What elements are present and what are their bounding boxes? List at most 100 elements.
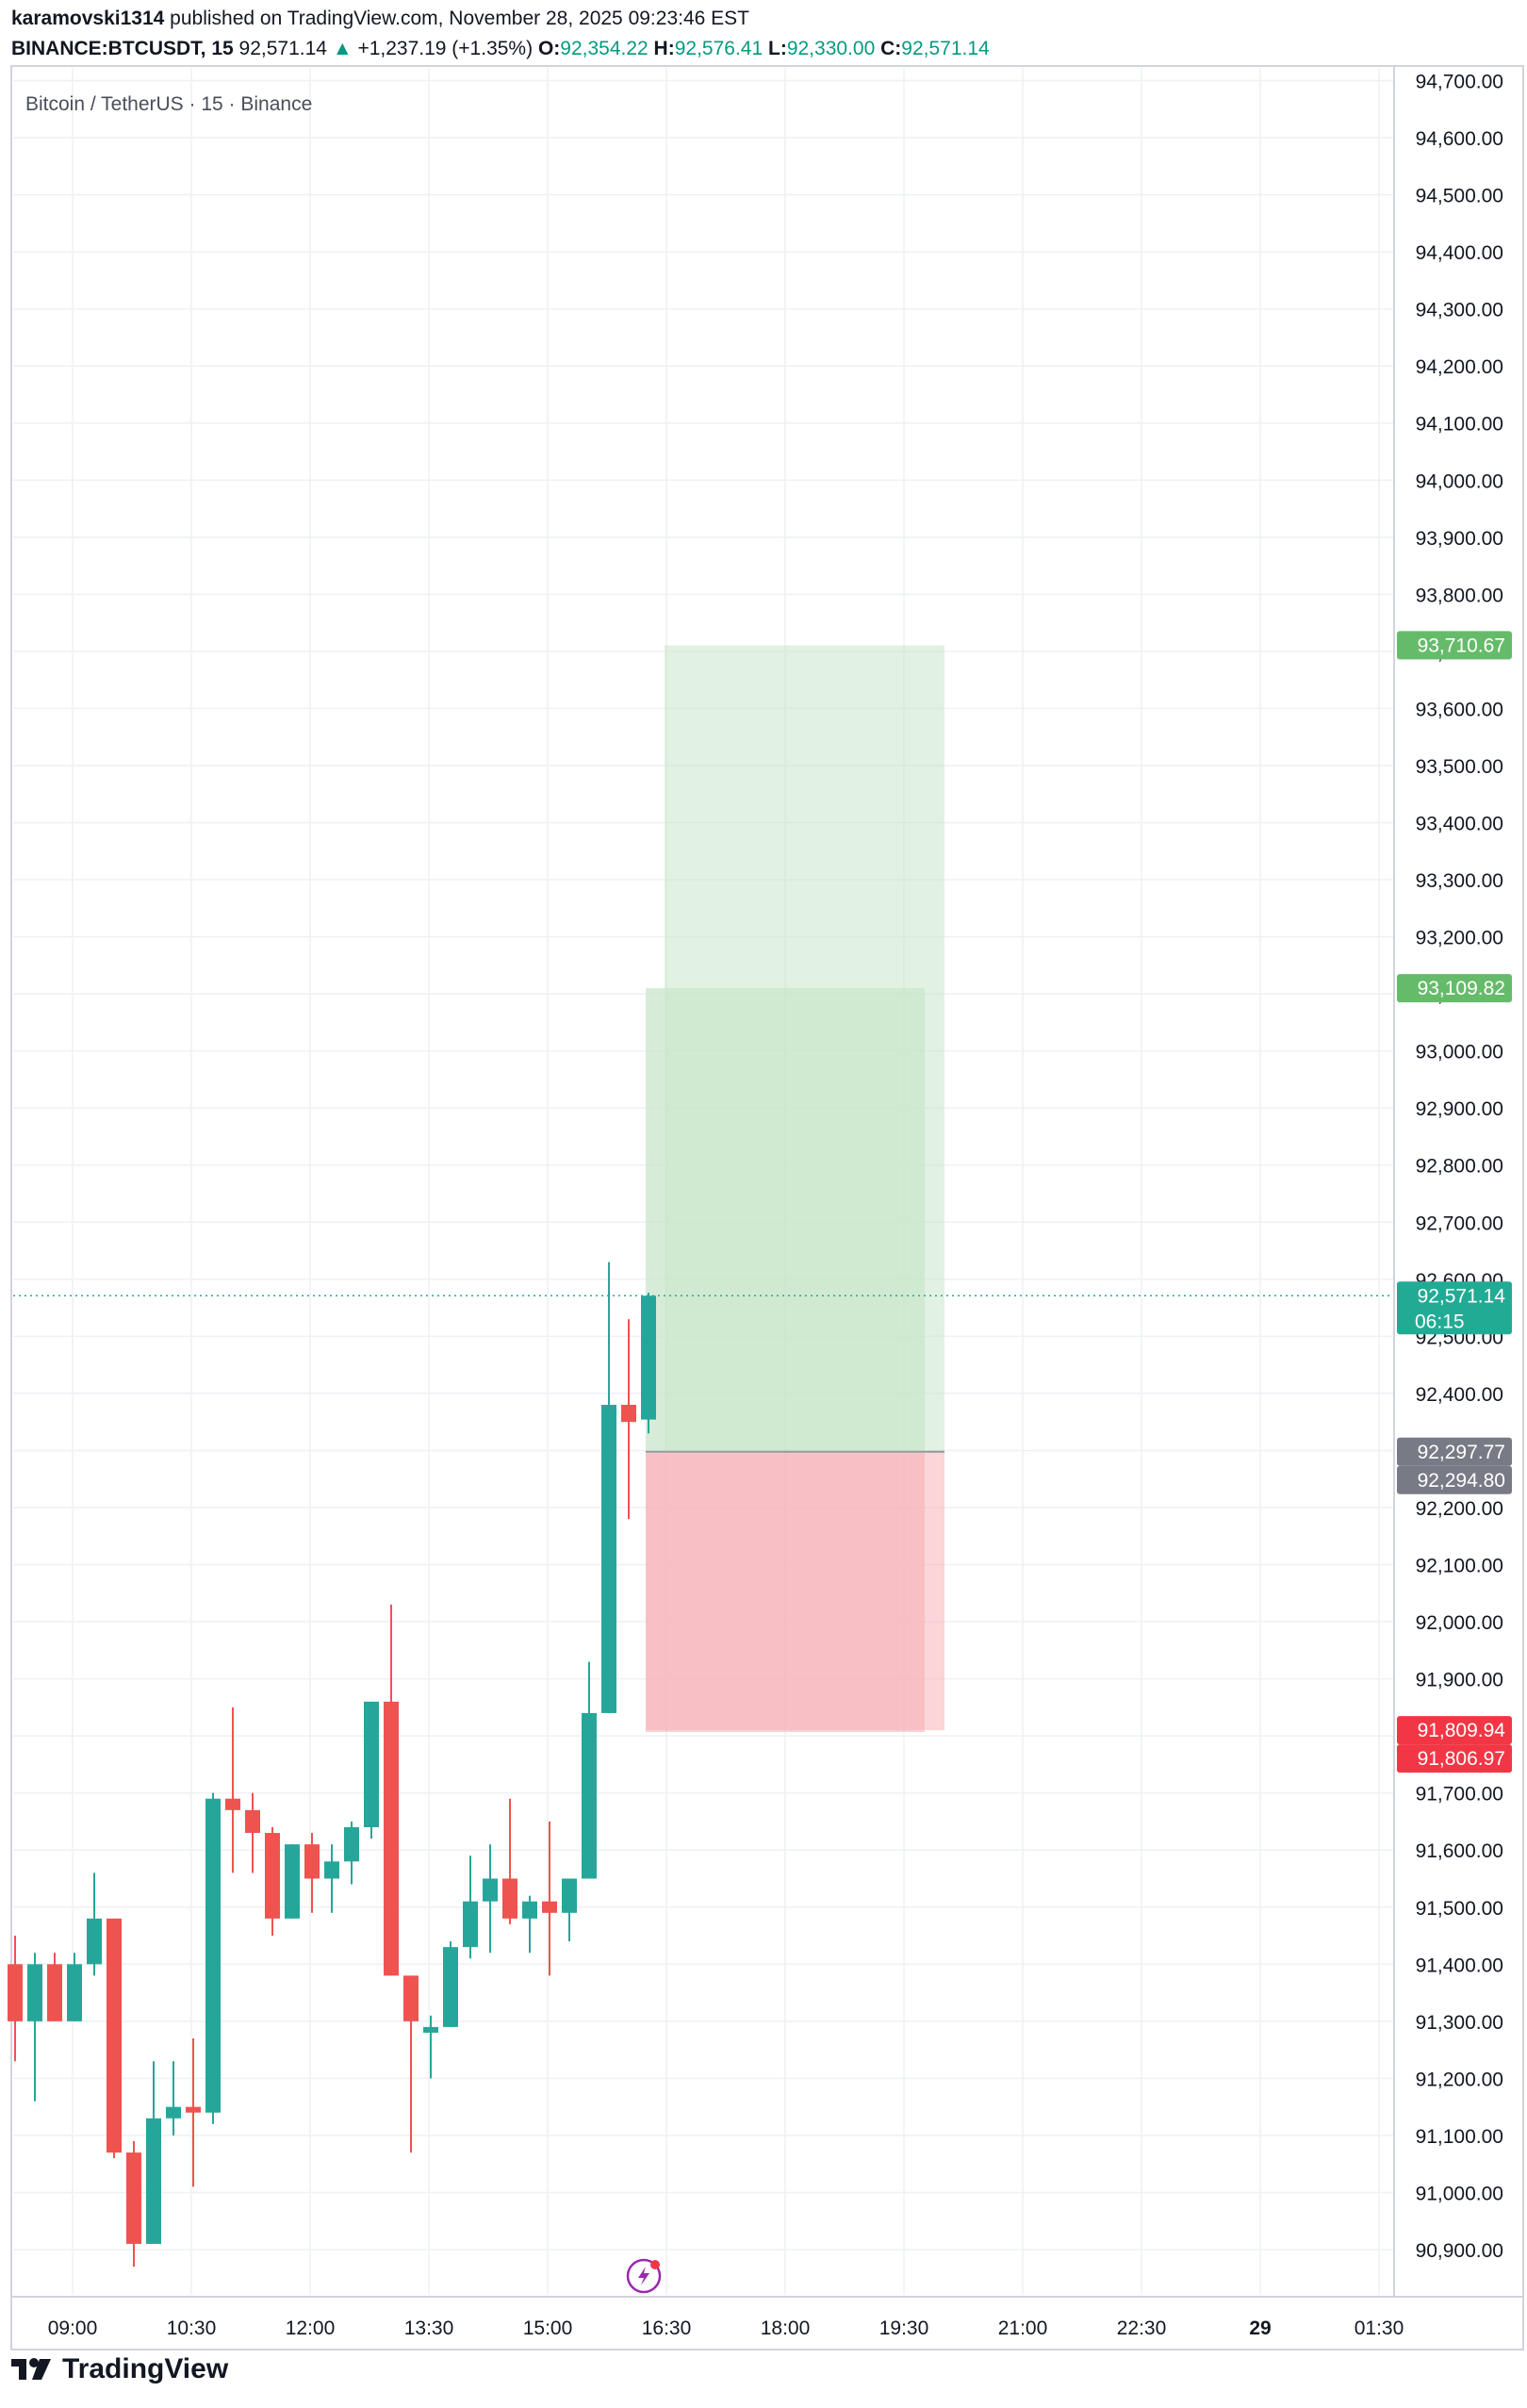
candle[interactable] [285, 1844, 300, 1919]
chart-frame [10, 65, 1524, 2350]
candle[interactable] [423, 2015, 438, 2079]
candle[interactable] [641, 1293, 656, 1434]
candle[interactable] [225, 1707, 240, 1873]
badge-value: 91,809.94 [1418, 1720, 1506, 1741]
y-tick-label: 92,200.00 [1416, 1498, 1503, 1520]
candle[interactable] [562, 1878, 577, 1942]
candle[interactable] [542, 1821, 557, 1976]
candle[interactable] [265, 1827, 280, 1937]
price-badge-entry: 92,297.77 [1397, 1437, 1512, 1466]
last-price: 92,571.14 [238, 38, 327, 59]
candle-body [502, 1878, 517, 1919]
candle[interactable] [502, 1798, 517, 1924]
candle-body [582, 1712, 597, 1879]
badge-countdown: 06:15 [1415, 1311, 1465, 1332]
candle-body [245, 1809, 260, 1834]
candle[interactable] [87, 1872, 102, 1976]
badge-value: 93,710.67 [1418, 635, 1505, 656]
candle-body [641, 1295, 656, 1420]
candle[interactable] [205, 1792, 221, 2124]
publish-text: published on TradingView.com, November 2… [170, 8, 749, 29]
take-profit-zone-2[interactable] [646, 988, 925, 1454]
open-value: 92,354.22 [560, 38, 649, 59]
candle-body [265, 1833, 280, 1919]
footer-brand: TradingView [62, 2353, 229, 2384]
candle-body [67, 1964, 82, 2021]
price-badge-loss: 91,809.94 [1397, 1716, 1512, 1745]
y-tick-label: 92,100.00 [1416, 1556, 1503, 1577]
x-tick-label: 13:30 [404, 2317, 454, 2339]
candle[interactable] [344, 1821, 359, 1885]
candle[interactable] [384, 1604, 399, 1976]
badge-value: 91,806.97 [1418, 1748, 1505, 1770]
x-tick-label: 29 [1249, 2317, 1271, 2339]
candle[interactable] [582, 1661, 597, 1879]
candle[interactable] [304, 1833, 320, 1913]
candle-body [186, 2106, 201, 2113]
candle-body [463, 1901, 478, 1948]
tradingview-logo-icon [11, 2358, 51, 2380]
candle[interactable] [601, 1262, 616, 1713]
y-tick-label: 93,800.00 [1416, 585, 1503, 606]
candle[interactable] [146, 2061, 161, 2244]
low-value: 92,330.00 [786, 38, 876, 59]
candle-body [47, 1964, 62, 2021]
up-triangle-icon: ▲ [332, 38, 353, 59]
lightning-icon[interactable] [626, 2258, 662, 2294]
close-value: 92,571.14 [901, 38, 990, 59]
candle[interactable] [126, 2140, 141, 2268]
y-tick-label: 91,100.00 [1416, 2126, 1503, 2148]
candle-body [364, 1701, 379, 1828]
candle-body [483, 1878, 498, 1902]
candle[interactable] [443, 1941, 458, 2027]
badge-value: 93,109.82 [1418, 978, 1505, 999]
y-tick-label: 94,300.00 [1416, 300, 1503, 322]
candle[interactable] [107, 1918, 122, 2159]
candle-body [324, 1861, 339, 1879]
candle-body [107, 1918, 122, 2153]
y-tick-label: 92,000.00 [1416, 1612, 1503, 1634]
candle[interactable] [27, 1953, 42, 2102]
long-position-tool[interactable] [646, 645, 944, 1732]
y-tick-label: 92,800.00 [1416, 1156, 1503, 1178]
candle[interactable] [67, 1953, 82, 2021]
candle-body [8, 1964, 23, 2021]
close-label: C: [880, 38, 902, 59]
candle-body [384, 1701, 399, 1976]
candle-body [542, 1901, 557, 1913]
candle-body [27, 1964, 42, 2021]
time-axis[interactable]: 09:00 10:30 12:00 13:30 15:00 16:30 18:00 19:30… [48, 2317, 1404, 2339]
candle[interactable] [47, 1953, 62, 2021]
candle[interactable] [8, 1936, 23, 2062]
y-tick-label: 91,400.00 [1416, 1954, 1503, 1976]
candle[interactable] [522, 1895, 537, 1954]
candle[interactable] [166, 2061, 181, 2136]
price-axis[interactable]: 90,900.00 91,000.00 91,100.00 91,200.00 91,3… [1416, 71, 1503, 2262]
y-tick-label: 93,600.00 [1416, 699, 1503, 720]
candle-body [205, 1798, 221, 2113]
candle[interactable] [483, 1844, 498, 1954]
candles[interactable] [8, 1262, 1394, 2268]
price-badge-loss: 91,806.97 [1397, 1744, 1512, 1773]
stop-loss-zone-2[interactable] [646, 1453, 925, 1732]
badge-bg [1397, 974, 1512, 1003]
candle[interactable] [621, 1319, 636, 1520]
candle-body [146, 2118, 161, 2244]
candle[interactable] [463, 1855, 478, 1959]
x-tick-label: 01:30 [1355, 2317, 1404, 2339]
candle[interactable] [364, 1701, 379, 1839]
badge-value: 92,571.14 [1418, 1285, 1506, 1307]
y-tick-label: 93,400.00 [1416, 814, 1503, 835]
candle-body [621, 1405, 636, 1423]
candle[interactable] [403, 1975, 419, 2153]
candle-body [166, 2106, 181, 2119]
y-tick-label: 91,300.00 [1416, 2012, 1503, 2034]
candle-body [304, 1844, 320, 1879]
y-tick-label: 94,200.00 [1416, 356, 1503, 378]
footer-logo[interactable]: TradingView [11, 2353, 228, 2385]
candle[interactable] [245, 1792, 260, 1873]
badge-bg [1397, 1437, 1512, 1466]
candle[interactable] [324, 1844, 339, 1913]
candle[interactable] [186, 2038, 201, 2187]
